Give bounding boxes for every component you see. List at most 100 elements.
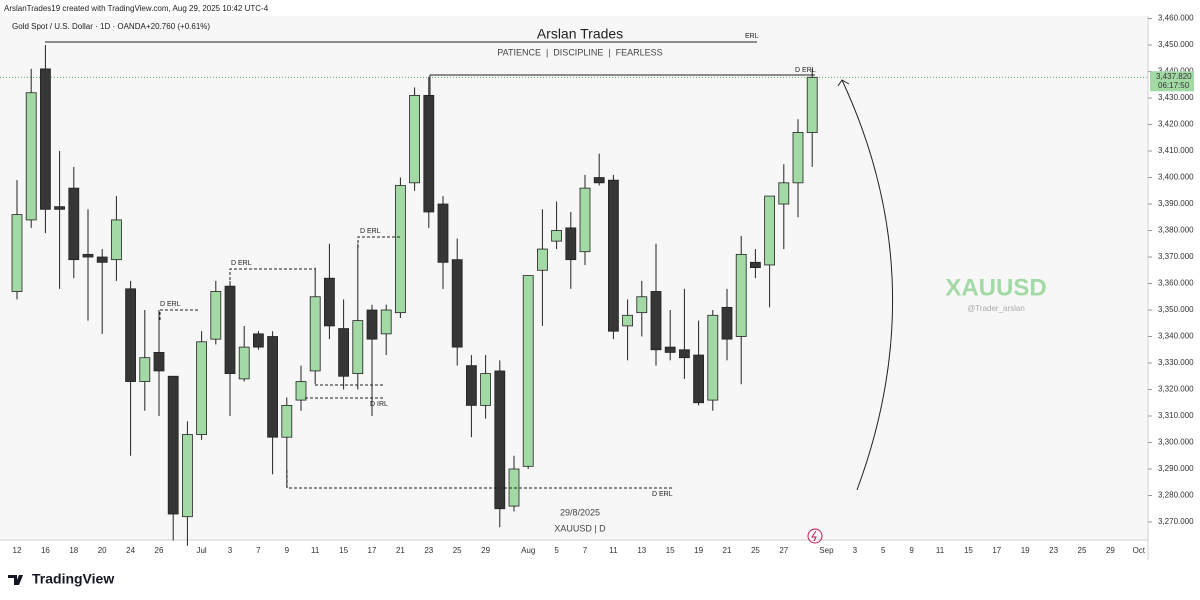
arrow (841, 79, 894, 491)
subtitle: PATIENCE | DISCIPLINE | FEARLESS (497, 47, 662, 57)
x-tick-label: 15 (339, 546, 348, 555)
y-tick-label: 3,340.000 (1158, 332, 1194, 341)
candle-body (565, 227, 577, 261)
candle-body (679, 349, 690, 359)
candle-body (608, 179, 619, 332)
candle-body (494, 370, 506, 510)
y-tick-label: 3,390.000 (1158, 199, 1194, 208)
x-tick-label: 5 (554, 546, 559, 555)
candle-body (636, 296, 648, 314)
candle-body (409, 94, 421, 184)
date-note: 29/8/2025 (560, 507, 600, 517)
x-tick-label: 29 (481, 546, 490, 555)
candle-body (167, 375, 179, 515)
y-tick-label: 3,430.000 (1158, 93, 1194, 102)
candle-body (125, 288, 136, 382)
y-tick-label: 3,410.000 (1158, 146, 1194, 155)
candle-body (224, 285, 236, 375)
arrow-head (837, 79, 850, 87)
candle-body (323, 277, 335, 327)
candle-body (11, 214, 23, 292)
candle-body (196, 341, 208, 435)
y-tick-label: 3,300.000 (1158, 438, 1194, 447)
brand-name: TradingView (32, 571, 114, 587)
last-price-label: 3,437.820 (1156, 72, 1192, 81)
x-tick-label: 3 (228, 546, 233, 555)
candle-body (153, 352, 165, 372)
candles (11, 45, 818, 546)
x-tick-label: 9 (285, 546, 290, 555)
brand: TradingView (8, 571, 114, 587)
x-tick-label: 27 (779, 546, 788, 555)
candle-body (366, 309, 378, 340)
y-tick-label: 3,330.000 (1158, 358, 1194, 367)
candle-body (181, 434, 193, 518)
x-tick-label: Oct (1133, 546, 1146, 555)
annotation: D ERL (231, 260, 252, 267)
x-tick-label: 29 (1106, 546, 1115, 555)
annotation: D ERL (360, 228, 381, 235)
x-tick-label: 25 (751, 546, 760, 555)
countdown: 06:17:50 (1158, 81, 1190, 90)
symbol-title: Gold Spot / U.S. Dollar · 1D · OANDA (12, 22, 146, 31)
y-tick-label: 3,350.000 (1158, 305, 1194, 314)
candle-body (40, 68, 51, 210)
candle-body (522, 275, 534, 467)
d-erl-line (159, 309, 200, 320)
x-tick-label: 15 (666, 546, 675, 555)
y-tick-label: 3,290.000 (1158, 464, 1194, 473)
candle-body (309, 296, 321, 372)
x-tick-label: 15 (964, 546, 973, 555)
y-tick-label: 3,460.000 (1158, 14, 1194, 23)
change: +20.760 (+0.61%) (146, 22, 210, 31)
candle-body (693, 354, 704, 404)
candle-body (338, 328, 350, 377)
d-erl-line (429, 74, 815, 96)
candle-body (480, 373, 492, 406)
y-tick-label: 3,360.000 (1158, 279, 1194, 288)
candle-body (650, 291, 662, 351)
candle-body (593, 177, 605, 184)
d-erl-line (229, 268, 315, 285)
candle-body (281, 404, 293, 438)
x-tick-label: 3 (853, 546, 858, 555)
logo (8, 575, 23, 585)
x-tick-label: 7 (583, 546, 588, 555)
x-tick-label: 5 (881, 546, 886, 555)
x-tick-label: Sep (819, 546, 834, 555)
y-tick-label: 3,270.000 (1158, 517, 1194, 526)
y-tick-label: 3,380.000 (1158, 226, 1194, 235)
candle-body (721, 306, 733, 340)
candle-body (295, 381, 307, 401)
candle-body (267, 336, 279, 438)
grid (0, 18, 1152, 523)
candle-body (451, 259, 463, 348)
icon[interactable] (807, 528, 823, 544)
x-tick-label: 13 (637, 546, 646, 555)
candle-body (252, 333, 264, 348)
credit: ArslanTrades19 created with TradingView.… (4, 4, 269, 13)
x-tick-label: 17 (992, 546, 1001, 555)
annotation: D IRL (370, 401, 388, 408)
candle-body (537, 248, 548, 271)
candle-body (750, 261, 761, 269)
candle-body (551, 230, 562, 242)
x-tick-label: 19 (1021, 546, 1030, 555)
y-tick-label: 3,310.000 (1158, 411, 1194, 420)
candle-body (352, 320, 364, 375)
candle-body (380, 309, 392, 335)
candle-body (764, 195, 775, 266)
candle-body (238, 346, 250, 380)
candle-body (82, 253, 94, 258)
x-tick-label: 17 (368, 546, 377, 555)
annotation: ERL (745, 33, 759, 40)
candle-body (664, 346, 676, 353)
y-tick-label: 3,440.000 (1158, 67, 1194, 76)
candle-body (54, 206, 65, 210)
candle-body (806, 76, 818, 133)
candle-body (394, 185, 406, 314)
overlay: 3,270.000 3,280.000 3,290.000 3,300.000 3,31… (13, 14, 1195, 555)
d-erl-line (357, 236, 400, 248)
annotation: D ERL (160, 301, 181, 308)
y-tick-label: 3,370.000 (1158, 252, 1194, 261)
